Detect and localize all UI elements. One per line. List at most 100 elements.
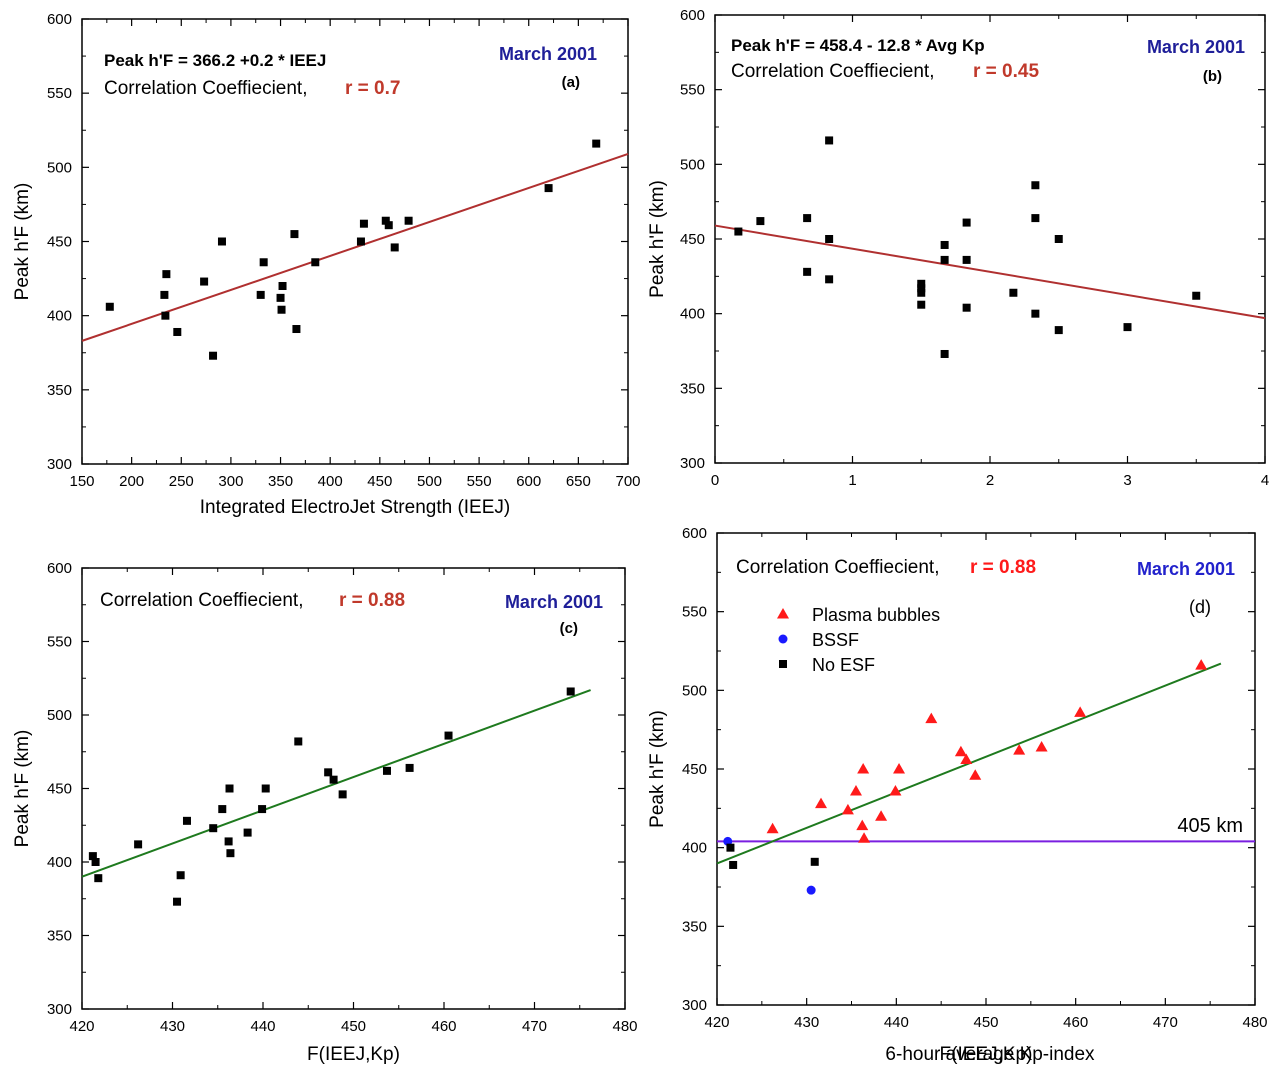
legend-label: Plasma bubbles [812, 605, 940, 625]
y-tick-label: 450 [682, 761, 707, 778]
data-point [849, 785, 862, 796]
data-point [278, 282, 287, 290]
legend: Plasma bubbles BSSF No ESF [777, 605, 940, 675]
data-point [1035, 740, 1048, 752]
x-tick-label: 550 [467, 473, 492, 490]
x-tick-label: 0 [711, 472, 719, 489]
x-tick-label: 470 [522, 1018, 547, 1035]
series-0 [105, 139, 601, 360]
annotation-corr: Correlation Coeffiecient, [731, 61, 934, 82]
legend-label: BSSF [812, 630, 859, 650]
data-point [954, 745, 967, 757]
data-point [1192, 291, 1201, 300]
data-point [889, 785, 902, 796]
data-point [225, 784, 234, 793]
data-point [815, 797, 828, 809]
y-tick-label: 300 [680, 455, 705, 472]
data-point [292, 325, 301, 334]
annotation-hline_label: 405 km [1177, 815, 1243, 837]
y-tick-label: 550 [682, 604, 707, 621]
data-point [259, 258, 268, 267]
x-tick-label: 600 [516, 473, 541, 490]
data-point [969, 769, 982, 780]
data-point [723, 836, 733, 846]
data-point [176, 871, 185, 880]
x-tick-label: 350 [268, 473, 293, 490]
data-point [338, 790, 347, 799]
annotation-label: (b) [1203, 68, 1222, 85]
fit-line [81, 153, 629, 342]
data-point [810, 857, 819, 866]
data-point [226, 849, 235, 858]
data-point [893, 763, 906, 774]
data-point [224, 837, 233, 846]
series-0 [88, 687, 575, 906]
series-2 [726, 843, 819, 869]
y-tick-label: 400 [680, 306, 705, 323]
x-axis-label: Integrated ElectroJet Strength (IEEJ) [200, 497, 511, 518]
annotation-corr: Correlation Coeffiecient, [104, 78, 307, 99]
panel-b: 0 1 2 3 4 300 350 400 450 500 550 600 6-hour average… [647, 7, 1269, 1065]
data-point [256, 290, 265, 299]
data-point [384, 221, 393, 230]
data-point [729, 860, 738, 869]
x-tick-label: 300 [218, 473, 243, 490]
data-point [382, 766, 391, 775]
data-point [311, 258, 320, 267]
x-tick-label: 440 [884, 1014, 909, 1031]
y-tick-label: 300 [47, 456, 72, 473]
data-point [856, 819, 869, 831]
y-tick-label: 450 [680, 231, 705, 248]
legend-marker [778, 634, 788, 644]
x-tick-label: 420 [69, 1018, 94, 1035]
y-tick-label: 350 [47, 928, 72, 945]
data-point [91, 858, 100, 866]
data-point [1074, 706, 1087, 717]
data-point [162, 270, 171, 279]
data-point [444, 731, 453, 740]
data-point [356, 237, 365, 246]
x-tick-label: 450 [973, 1014, 998, 1031]
x-tick-label: 430 [160, 1018, 185, 1035]
data-point [1054, 326, 1063, 335]
annotation-r: r = 0.45 [973, 61, 1039, 82]
y-tick-label: 550 [680, 82, 705, 99]
data-point [258, 805, 267, 814]
data-point [726, 843, 735, 852]
x-tick-label: 450 [367, 473, 392, 490]
panel-c: 420 430 440 450 460 470 480 300 350 400 450 500 550 6… [12, 560, 638, 1065]
panel-a: 150 200 250 300 350 400 450 500 550 600 650 700 300 3… [12, 11, 641, 518]
annotation-corr: Correlation Coeffiecient, [100, 590, 303, 611]
data-point [960, 753, 973, 765]
x-tick-label: 440 [250, 1018, 275, 1035]
y-tick-label: 400 [47, 308, 72, 325]
y-tick-label: 600 [47, 560, 72, 577]
x-tick-label: 460 [1063, 1014, 1088, 1031]
y-tick-label: 550 [47, 85, 72, 102]
data-point [404, 216, 413, 225]
data-point [1031, 309, 1040, 318]
y-axis-label: Peak h'F (km) [12, 730, 33, 848]
data-point [592, 139, 601, 148]
data-point [940, 255, 949, 264]
x-axis-label: 6-hour average Kp-index [885, 1044, 1095, 1065]
data-point [803, 214, 812, 223]
annotation-label: (a) [562, 74, 580, 91]
y-tick-label: 550 [47, 634, 72, 651]
y-tick-label: 500 [47, 159, 72, 176]
annotation-eq: Peak h'F = 366.2 +0.2 * IEEJ [104, 51, 326, 70]
data-point [962, 218, 971, 227]
x-tick-label: 500 [417, 473, 442, 490]
x-tick-label: 4 [1261, 472, 1269, 489]
y-tick-label: 600 [680, 7, 705, 24]
y-tick-label: 350 [47, 382, 72, 399]
annotation-eq: Peak h'F = 458.4 - 12.8 * Avg Kp [731, 36, 985, 55]
data-point [806, 885, 816, 895]
y-tick-label: 350 [680, 380, 705, 397]
data-point [276, 293, 285, 302]
data-point [1031, 181, 1040, 190]
x-axis-label: F(IEEJ,Kp) [307, 1044, 400, 1065]
x-tick-label: 470 [1153, 1014, 1178, 1031]
data-point [277, 305, 286, 314]
